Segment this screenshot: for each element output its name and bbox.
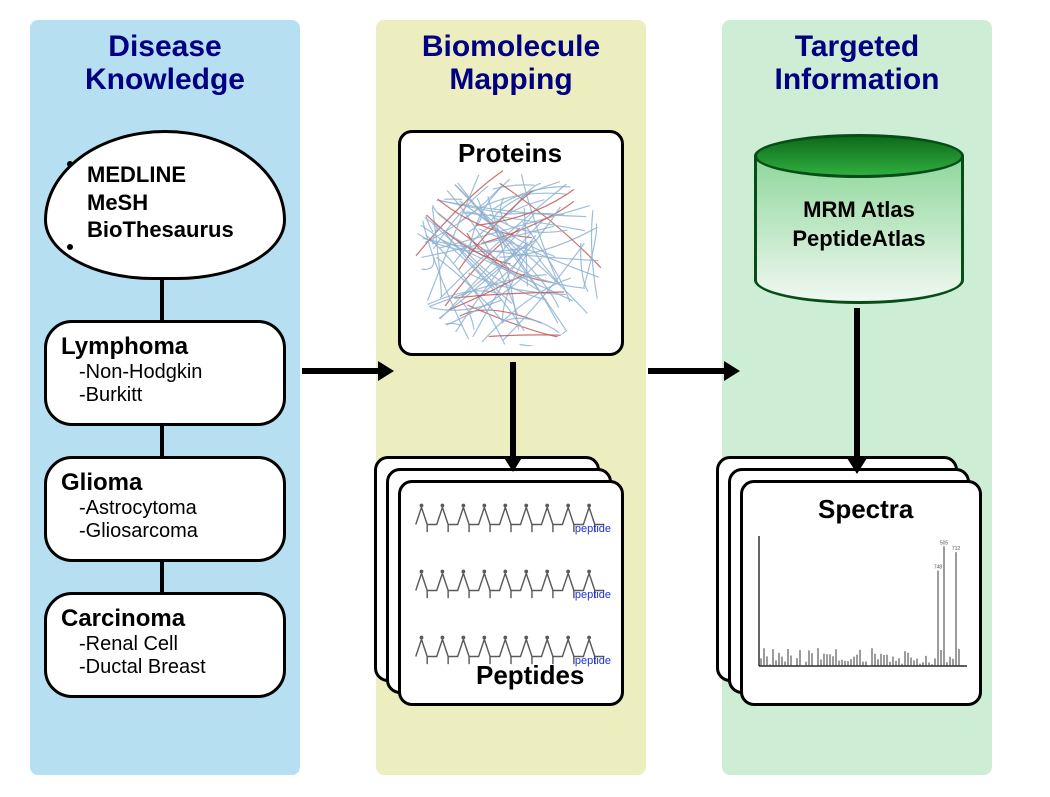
- svg-text:712: 712: [952, 546, 961, 552]
- cloud-line-1: MeSH: [87, 189, 263, 217]
- cloud-line-2: BioThesaurus: [87, 216, 263, 244]
- column-title-2: Targeted Information: [722, 20, 992, 96]
- arrow: [302, 356, 394, 386]
- peptide-tag-1: peptide: [575, 589, 611, 601]
- disease-title-0: Lymphoma: [61, 333, 269, 361]
- disease-sub-1-1: -Gliosarcoma: [61, 520, 269, 543]
- spectra-label: Spectra: [818, 494, 913, 525]
- column-title-1: Biomolecule Mapping: [376, 20, 646, 96]
- protein-structure-icon: [414, 168, 608, 348]
- disease-box-2: Carcinoma-Renal Cell-Ductal Breast: [44, 592, 286, 698]
- database-cylinder: MRM AtlasPeptideAtlas: [754, 134, 964, 304]
- disease-title-2: Carcinoma: [61, 605, 269, 633]
- disease-sub-0-0: -Non-Hodgkin: [61, 361, 269, 384]
- disease-sub-2-0: -Renal Cell: [61, 633, 269, 656]
- database-labels: MRM AtlasPeptideAtlas: [754, 196, 964, 253]
- arrow: [648, 356, 740, 386]
- disease-sub-0-1: -Burkitt: [61, 384, 269, 407]
- database-label-0: MRM Atlas: [754, 196, 964, 225]
- svg-text:505: 505: [940, 540, 949, 546]
- database-label-1: PeptideAtlas: [754, 225, 964, 254]
- disease-sub-2-1: -Ductal Breast: [61, 656, 269, 679]
- arrow: [842, 308, 872, 474]
- column-title-0: Disease Knowledge: [30, 20, 300, 96]
- cloud-line-0: MEDLINE: [87, 161, 263, 189]
- peptide-tag-0: peptide: [575, 523, 611, 535]
- mass-spectrum-icon: 748 505712: [751, 525, 971, 685]
- connector-line-2: [160, 562, 164, 594]
- svg-text:748: 748: [934, 565, 943, 571]
- proteins-label: Proteins: [458, 138, 562, 169]
- disease-box-1: Glioma-Astrocytoma-Gliosarcoma: [44, 456, 286, 562]
- disease-title-1: Glioma: [61, 469, 269, 497]
- peptides-label: Peptides: [476, 660, 584, 691]
- disease-sub-1-0: -Astrocytoma: [61, 497, 269, 520]
- disease-box-0: Lymphoma-Non-Hodgkin-Burkitt: [44, 320, 286, 426]
- arrow: [498, 362, 528, 472]
- connector-line-0: [160, 278, 164, 322]
- connector-line-1: [160, 426, 164, 458]
